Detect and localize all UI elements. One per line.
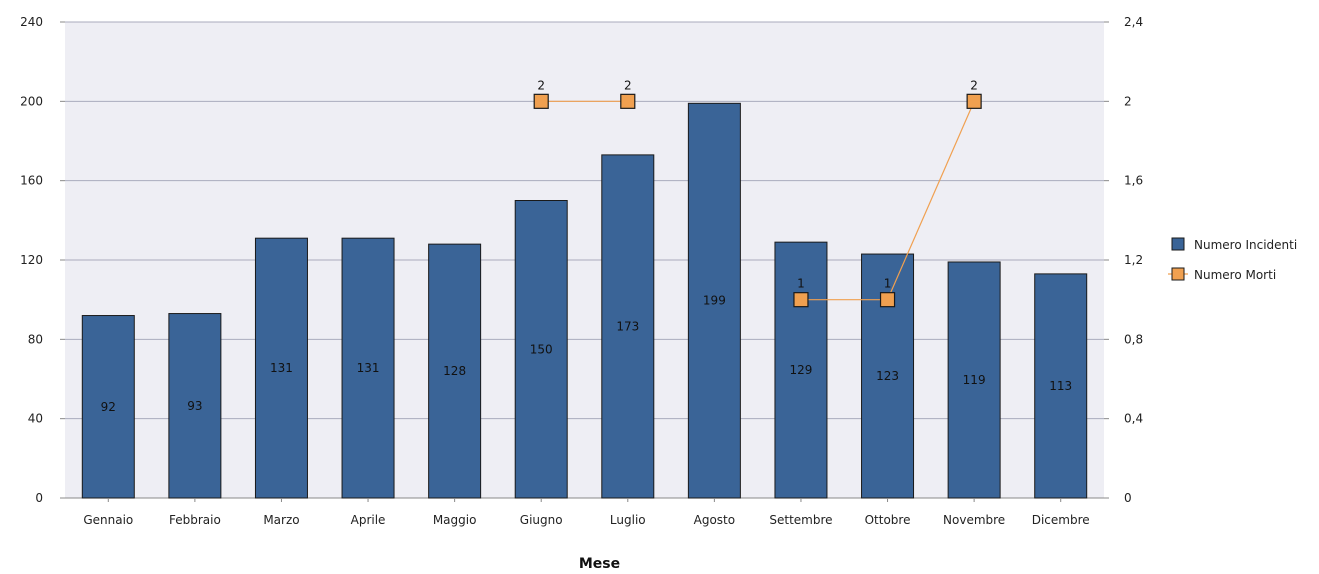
category-label: Luglio (610, 513, 646, 527)
bar-value-label: 119 (963, 373, 986, 387)
line-point-marker (620, 93, 636, 109)
line-point-marker (793, 292, 809, 308)
bar (687, 102, 741, 499)
bar-value-label: 173 (616, 319, 639, 333)
bar (428, 243, 482, 499)
line-value-label: 2 (624, 78, 632, 92)
bar-value-label: 199 (703, 294, 726, 308)
bar (947, 261, 1001, 499)
line-value-label: 2 (970, 78, 978, 92)
line-point-marker (879, 292, 896, 308)
x-axis-title: Mese (579, 556, 620, 570)
category-label: Gennaio (83, 513, 133, 527)
line-value-label: 1 (797, 277, 805, 291)
line-segment (886, 101, 975, 300)
right-tick-label: 0 (1124, 491, 1132, 505)
line-value-label: 1 (884, 277, 892, 291)
bar-value-label: 113 (1049, 379, 1072, 393)
right-tick-label: 2,4 (1124, 15, 1143, 29)
category-label: Novembre (943, 513, 1005, 527)
bar-value-label: 131 (270, 361, 293, 375)
right-tick-label: 0,4 (1124, 412, 1143, 426)
bar-value-label: 150 (530, 342, 553, 356)
left-tick-label: 240 (20, 15, 43, 29)
left-tick-label: 40 (28, 412, 43, 426)
category-label: Aprile (351, 513, 386, 527)
category-label: Giugno (520, 513, 563, 527)
right-tick-label: 1,2 (1124, 253, 1143, 267)
line-point-marker (533, 93, 549, 109)
bar-value-label: 131 (357, 361, 380, 375)
left-tick-label: 160 (20, 174, 43, 188)
left-tick-label: 80 (28, 332, 43, 346)
bar-value-label: 128 (443, 364, 466, 378)
bar (774, 241, 828, 499)
bar-value-label: 129 (790, 363, 813, 377)
bar-value-label: 93 (187, 399, 202, 413)
category-label: Agosto (694, 513, 735, 527)
right-tick-label: 1,6 (1124, 174, 1143, 188)
bar (1034, 273, 1088, 499)
legend-swatch-morti (1171, 267, 1185, 281)
category-label: Settembre (769, 513, 832, 527)
right-tick-label: 2 (1124, 94, 1132, 108)
bar (341, 237, 395, 499)
bar (514, 200, 568, 499)
bar-value-label: 92 (101, 400, 116, 414)
left-tick-label: 0 (35, 491, 43, 505)
legend-label-morti: Numero Morti (1194, 268, 1276, 282)
category-label: Febbraio (169, 513, 221, 527)
category-label: Ottobre (865, 513, 911, 527)
category-label: Dicembre (1032, 513, 1090, 527)
right-tick-label: 0,8 (1124, 332, 1143, 346)
bar (81, 315, 135, 499)
legend-label-incidenti: Numero Incidenti (1194, 238, 1297, 252)
left-tick-label: 200 (20, 94, 43, 108)
bar-value-label: 123 (876, 369, 899, 383)
line-value-label: 2 (537, 78, 545, 92)
category-label: Maggio (433, 513, 477, 527)
line-point-marker (966, 93, 982, 109)
legend-swatch-incidenti (1171, 237, 1185, 251)
left-tick-label: 120 (20, 253, 43, 267)
category-label: Marzo (263, 513, 299, 527)
